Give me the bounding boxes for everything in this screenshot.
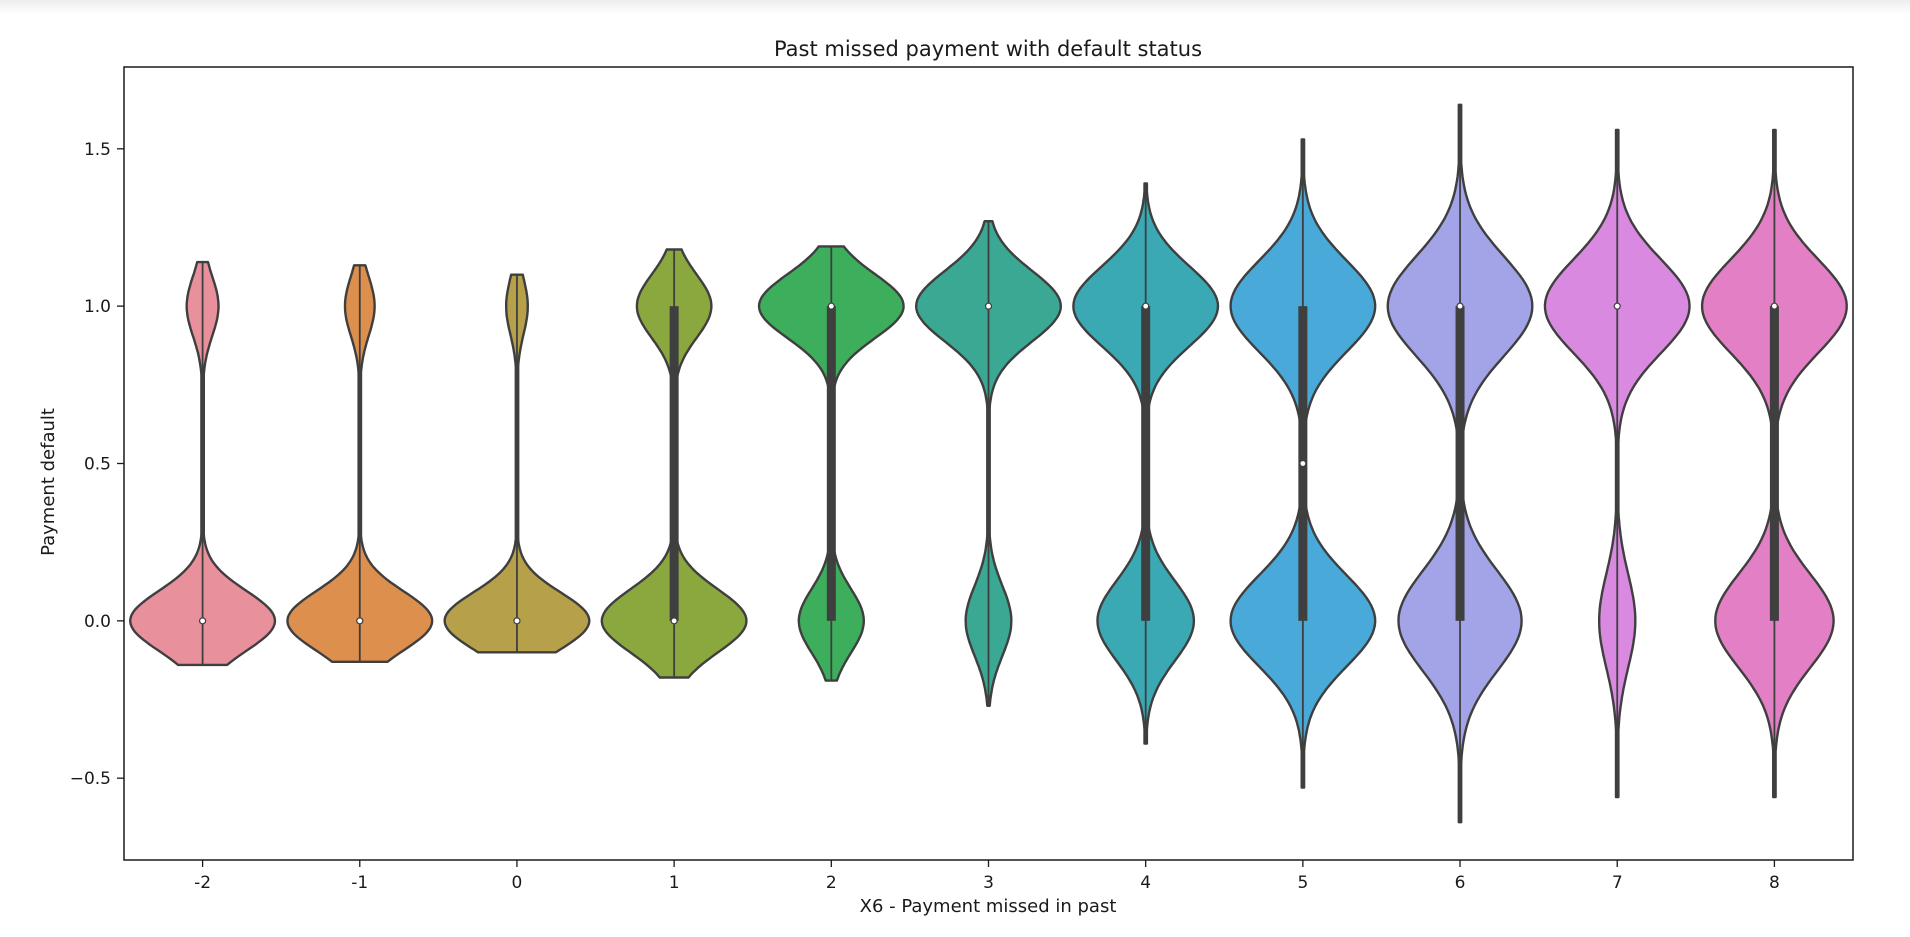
window-top-bar xyxy=(0,0,1910,14)
violins-group xyxy=(129,103,1848,824)
axes-group: -2 -1 0 1 2 3 4 5 6 7 8 −0.5 0.0 0.5 1.0 1.5 xyxy=(70,66,1854,893)
x-axis-label: X6 - Payment missed in past xyxy=(860,896,1117,917)
y-tick-label: 0.5 xyxy=(84,455,111,475)
violin-median-point xyxy=(827,302,835,310)
violin-median-point xyxy=(670,617,678,625)
y-tick-label: 0.0 xyxy=(84,612,111,632)
violin-median-point xyxy=(1299,459,1307,468)
violin-median-point xyxy=(1456,302,1464,310)
x-tick-label: 0 xyxy=(512,873,523,893)
violin-median-point xyxy=(198,617,207,625)
violin-median-point xyxy=(1770,302,1779,310)
x-tick-label: 7 xyxy=(1612,873,1623,893)
violin-iqr-box xyxy=(1455,306,1465,621)
violin-iqr-box xyxy=(1769,306,1779,621)
violin-median-point xyxy=(513,617,521,625)
violin-iqr-box xyxy=(669,306,679,621)
x-tick-label: 8 xyxy=(1769,873,1780,893)
x-tick-label: -2 xyxy=(194,873,211,893)
violin-median-point xyxy=(1142,302,1150,310)
y-tick-label: 1.0 xyxy=(84,297,111,317)
x-tick-label: -1 xyxy=(351,873,368,893)
chart-title: Past missed payment with default status xyxy=(774,37,1202,61)
violin-iqr-box xyxy=(1141,306,1151,621)
violin-median-point xyxy=(356,617,364,625)
x-tick-label: 1 xyxy=(669,873,680,893)
x-tick-label: 5 xyxy=(1297,873,1308,893)
violin-iqr-box xyxy=(826,306,836,621)
y-tick-label: 1.5 xyxy=(84,140,111,160)
y-axis-label: Payment default xyxy=(38,408,59,556)
y-tick-label: −0.5 xyxy=(70,769,111,789)
x-tick-label: 2 xyxy=(826,873,837,893)
x-tick-label: 4 xyxy=(1140,873,1151,893)
violin-median-point xyxy=(1613,302,1621,310)
x-tick-label: 3 xyxy=(983,873,994,893)
violin-median-point xyxy=(984,302,993,310)
x-tick-label: 6 xyxy=(1455,873,1466,893)
